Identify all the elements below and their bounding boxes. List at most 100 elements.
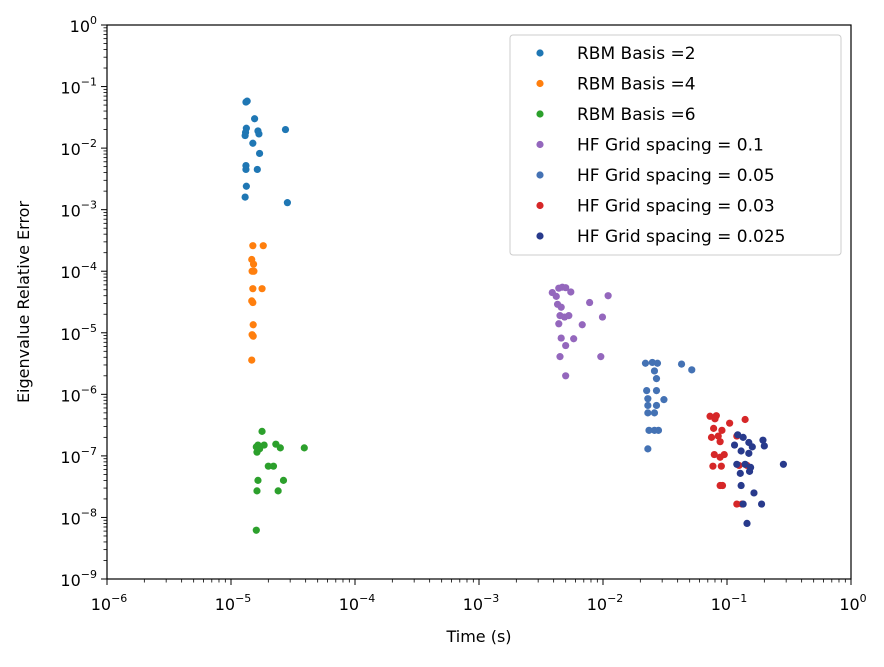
tick-exponent: −3 bbox=[81, 199, 97, 212]
tick-base: 10 bbox=[463, 595, 483, 614]
tick-base: 10 bbox=[60, 386, 80, 405]
data-point bbox=[249, 298, 257, 307]
data-point bbox=[249, 321, 257, 329]
data-point bbox=[586, 298, 594, 307]
tick-base: 10 bbox=[711, 595, 731, 614]
data-point bbox=[641, 359, 650, 367]
data-point bbox=[281, 125, 290, 134]
data-point bbox=[779, 460, 788, 468]
data-point bbox=[739, 500, 747, 508]
data-point bbox=[255, 130, 263, 138]
data-point bbox=[562, 341, 570, 350]
x-tick-label: 10−6 bbox=[91, 592, 128, 614]
data-point bbox=[652, 401, 661, 410]
data-point bbox=[252, 526, 260, 534]
data-point bbox=[644, 401, 652, 410]
data-point bbox=[249, 260, 258, 268]
data-point bbox=[264, 462, 272, 470]
data-point bbox=[677, 360, 686, 368]
data-point bbox=[745, 449, 753, 457]
data-point bbox=[730, 441, 739, 449]
data-point bbox=[604, 292, 612, 300]
tick-base: 10 bbox=[60, 325, 80, 344]
tick-exponent: 0 bbox=[90, 14, 97, 27]
y-axis-label: Eigenvalue Relative Error bbox=[14, 201, 33, 404]
legend-marker bbox=[536, 232, 544, 240]
data-point bbox=[643, 387, 651, 395]
x-tick-label: 10−2 bbox=[587, 592, 624, 614]
data-point bbox=[242, 98, 250, 106]
tick-exponent: −2 bbox=[607, 592, 623, 605]
data-point bbox=[279, 476, 288, 484]
data-point bbox=[709, 462, 717, 470]
data-point bbox=[650, 409, 659, 417]
legend-label: HF Grid spacing = 0.03 bbox=[577, 197, 775, 217]
tick-base: 10 bbox=[60, 571, 80, 590]
data-point bbox=[717, 462, 725, 470]
data-point bbox=[714, 432, 722, 440]
data-point bbox=[249, 242, 257, 250]
data-point bbox=[726, 419, 734, 427]
data-point bbox=[654, 426, 663, 434]
tick-exponent: −2 bbox=[81, 137, 97, 150]
data-point bbox=[652, 387, 661, 395]
legend-label: HF Grid spacing = 0.1 bbox=[577, 136, 764, 156]
data-point bbox=[555, 320, 563, 328]
data-point bbox=[562, 284, 570, 292]
tick-base: 10 bbox=[60, 509, 80, 528]
tick-exponent: −9 bbox=[81, 568, 97, 581]
legend-label: RBM Basis =4 bbox=[577, 75, 696, 95]
x-tick-label: 10−1 bbox=[711, 592, 748, 614]
data-point bbox=[249, 285, 257, 293]
data-point bbox=[242, 182, 250, 190]
points-layer bbox=[241, 97, 788, 534]
data-point bbox=[248, 356, 256, 364]
data-point bbox=[570, 335, 578, 343]
data-point bbox=[255, 149, 264, 158]
data-point bbox=[565, 312, 573, 320]
data-point bbox=[253, 165, 261, 174]
tick-base: 10 bbox=[339, 595, 359, 614]
data-point bbox=[249, 139, 257, 147]
data-point bbox=[759, 436, 767, 444]
tick-exponent: 0 bbox=[860, 592, 867, 605]
data-point bbox=[552, 292, 560, 300]
legend-marker bbox=[536, 110, 544, 118]
tick-exponent: −8 bbox=[81, 506, 97, 519]
data-point bbox=[258, 427, 266, 435]
legend-label: HF Grid spacing = 0.05 bbox=[577, 166, 775, 186]
data-point bbox=[736, 469, 744, 477]
tick-base: 10 bbox=[839, 595, 859, 614]
data-point bbox=[733, 500, 741, 508]
data-point bbox=[300, 444, 308, 452]
data-point bbox=[650, 367, 659, 375]
legend-label: RBM Basis =6 bbox=[577, 105, 696, 125]
x-tick-label: 10−3 bbox=[463, 592, 500, 614]
data-point bbox=[734, 431, 742, 439]
x-axis-label: Time (s) bbox=[445, 627, 511, 646]
legend-box bbox=[509, 34, 842, 256]
tick-exponent: −1 bbox=[81, 76, 97, 89]
data-point bbox=[660, 396, 668, 404]
data-point bbox=[711, 415, 719, 423]
legend: RBM Basis =2 RBM Basis =4 RBM Basis =6 HF G… bbox=[509, 34, 842, 256]
tick-base: 10 bbox=[60, 79, 80, 98]
y-tick-label: 10−8 bbox=[60, 506, 97, 528]
legend-marker bbox=[536, 140, 544, 149]
data-point bbox=[745, 467, 754, 475]
y-tick-label: 10−3 bbox=[60, 199, 97, 221]
data-point bbox=[557, 303, 565, 311]
tick-exponent: −5 bbox=[81, 322, 97, 335]
data-point bbox=[741, 460, 749, 468]
data-point bbox=[707, 433, 716, 441]
data-point bbox=[716, 453, 724, 461]
tick-exponent: −5 bbox=[235, 592, 251, 605]
data-point bbox=[718, 426, 726, 434]
tick-exponent: −1 bbox=[731, 592, 747, 605]
data-point bbox=[578, 321, 586, 329]
tick-exponent: −4 bbox=[359, 592, 375, 605]
legend-label: HF Grid spacing = 0.025 bbox=[577, 227, 785, 247]
data-point bbox=[688, 366, 696, 374]
tick-base: 10 bbox=[215, 595, 235, 614]
data-point bbox=[748, 443, 756, 451]
